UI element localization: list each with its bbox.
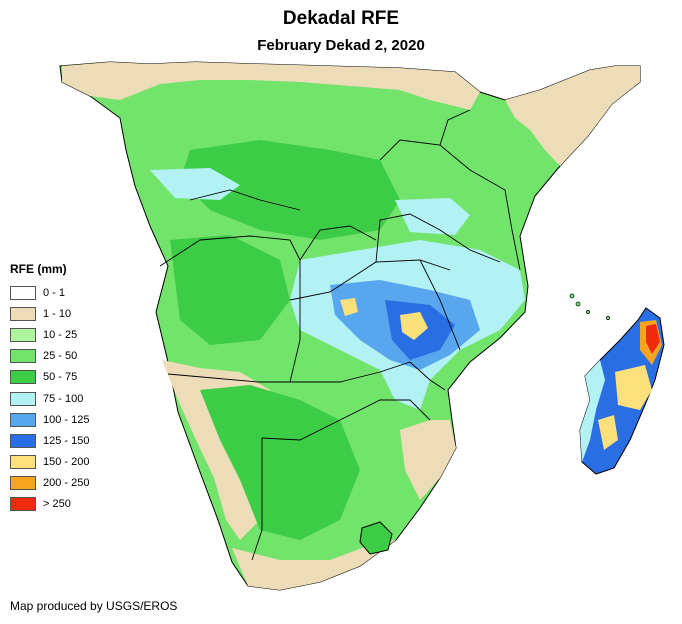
madagascar-heavy-central <box>615 365 652 410</box>
madagascar-extreme-north <box>646 324 660 354</box>
legend-item: 50 - 75 <box>10 367 89 388</box>
credit-text: Map produced by USGS/EROS <box>10 599 178 613</box>
legend-swatch <box>10 349 36 364</box>
madagascar-heavy-south <box>598 415 618 450</box>
legend-label: 25 - 50 <box>43 350 78 363</box>
legend-swatch <box>10 327 36 342</box>
dry-zone-south <box>232 540 396 590</box>
extreme-rain-patch <box>400 312 428 340</box>
legend-label: 50 - 75 <box>43 371 78 384</box>
legend-item: 200 - 250 <box>10 473 89 494</box>
map-title: Dekadal RFE <box>282 8 400 29</box>
wet-zone-west <box>170 235 290 345</box>
dry-zone-east <box>400 420 456 500</box>
moist-patch-north <box>150 168 240 200</box>
legend-swatch <box>10 370 36 385</box>
wet-zone-south <box>200 385 360 540</box>
legend-swatch <box>10 285 36 300</box>
legend-item: > 250 <box>10 494 89 515</box>
madagascar-moist-coast <box>580 360 605 462</box>
legend-label: > 250 <box>43 498 71 511</box>
legend-title: RFE (mm) <box>10 262 67 276</box>
legend-swatch <box>10 476 36 491</box>
country-borders <box>159 109 521 561</box>
moist-patch-east <box>395 198 470 235</box>
legend-item: 150 - 200 <box>10 452 89 473</box>
comoros-islands <box>569 293 610 320</box>
map-subtitle: February Dekad 2, 2020 <box>257 37 425 54</box>
dry-zone-north <box>62 62 480 110</box>
legend-item: 0 - 1 <box>10 282 89 303</box>
legend-swatch <box>10 391 36 406</box>
legend: RFE (mm) 0 - 1 1 - 10 10 - 25 25 - 50 50… <box>10 262 89 515</box>
legend-label: 1 - 10 <box>43 307 72 320</box>
legend-item: 125 - 150 <box>10 430 89 451</box>
legend-swatch <box>10 306 36 321</box>
legend-label: 200 - 250 <box>43 477 90 490</box>
legend-swatch <box>10 455 36 470</box>
lesotho-outline <box>359 521 393 555</box>
legend-item: 10 - 25 <box>10 324 89 345</box>
legend-label: 75 - 100 <box>43 392 84 405</box>
legend-item: 75 - 100 <box>10 388 89 409</box>
legend-label: 125 - 150 <box>43 434 90 447</box>
legend-label: 100 - 125 <box>43 413 90 426</box>
legend-label: 10 - 25 <box>43 328 78 341</box>
legend-label: 0 - 1 <box>43 286 66 299</box>
legend-item: 25 - 50 <box>10 346 89 367</box>
wet-zone-central <box>180 140 400 240</box>
legend-item: 100 - 125 <box>10 409 89 430</box>
legend-label: 150 - 200 <box>43 456 90 469</box>
legend-item: 1 - 10 <box>10 303 89 324</box>
legend-swatch <box>10 433 36 448</box>
legend-swatch <box>10 497 36 512</box>
dry-zone-horn <box>505 66 640 166</box>
legend-swatch <box>10 412 36 427</box>
extreme-rain-patch-west <box>340 298 358 316</box>
